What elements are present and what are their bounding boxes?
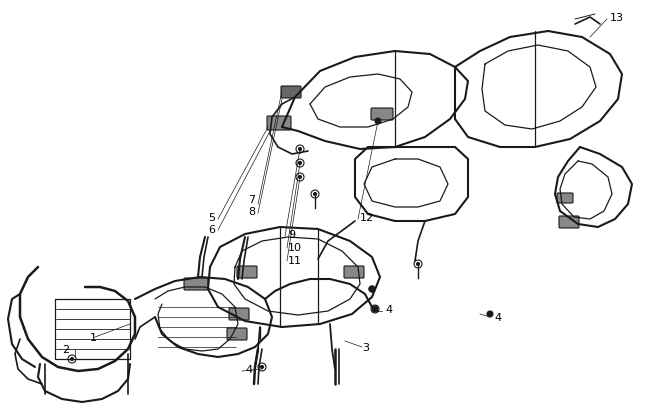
Text: 4: 4 xyxy=(494,312,501,322)
Circle shape xyxy=(374,308,376,311)
Circle shape xyxy=(487,311,493,317)
Text: 13: 13 xyxy=(610,13,624,23)
FancyBboxPatch shape xyxy=(237,266,257,278)
Circle shape xyxy=(417,263,419,266)
Text: 6: 6 xyxy=(208,224,215,234)
FancyBboxPatch shape xyxy=(229,308,249,320)
Text: 12: 12 xyxy=(360,213,374,222)
FancyBboxPatch shape xyxy=(267,117,291,131)
Circle shape xyxy=(369,286,375,292)
Text: 8: 8 xyxy=(248,207,255,216)
Circle shape xyxy=(298,162,302,165)
Text: 5: 5 xyxy=(208,213,215,222)
Circle shape xyxy=(375,119,381,125)
Text: 4: 4 xyxy=(385,304,392,314)
Circle shape xyxy=(261,366,263,369)
Text: 2: 2 xyxy=(62,344,69,354)
Circle shape xyxy=(298,148,302,151)
Text: 9: 9 xyxy=(288,230,295,239)
FancyBboxPatch shape xyxy=(281,87,301,99)
FancyBboxPatch shape xyxy=(371,109,393,121)
FancyBboxPatch shape xyxy=(227,328,247,340)
FancyBboxPatch shape xyxy=(559,216,579,228)
Text: 1: 1 xyxy=(90,332,97,342)
Circle shape xyxy=(313,193,317,196)
Text: 10: 10 xyxy=(288,243,302,252)
FancyBboxPatch shape xyxy=(344,266,364,278)
Text: 7: 7 xyxy=(248,194,255,205)
Text: 11: 11 xyxy=(288,256,302,265)
Circle shape xyxy=(298,176,302,179)
Circle shape xyxy=(372,306,378,312)
Circle shape xyxy=(70,358,73,360)
FancyBboxPatch shape xyxy=(557,194,573,203)
FancyBboxPatch shape xyxy=(184,278,208,290)
Text: 3: 3 xyxy=(362,342,369,352)
Circle shape xyxy=(370,288,374,291)
Text: 4: 4 xyxy=(245,364,252,374)
